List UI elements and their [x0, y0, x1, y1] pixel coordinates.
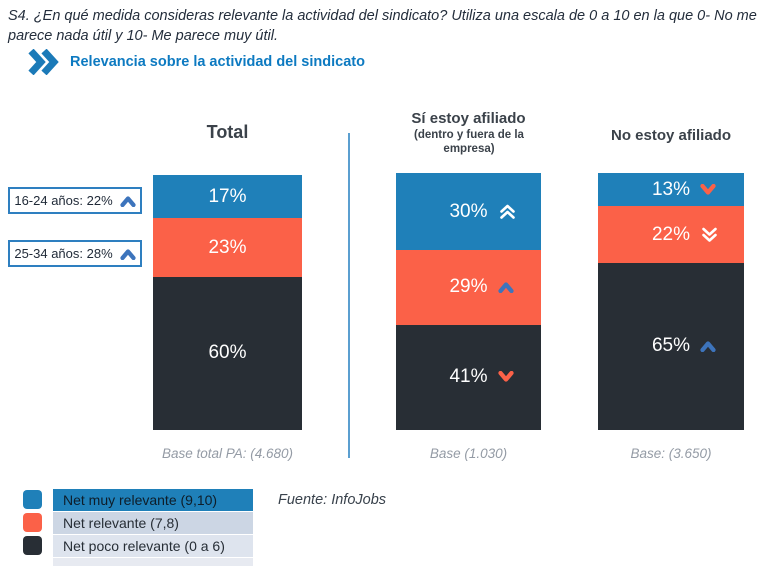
source-label: Fuente: InfoJobs [278, 492, 387, 508]
segment-value: 65% [651, 335, 691, 357]
segment-value: 22% [651, 223, 691, 245]
legend-item-muy-relevante: Net muy relevante (9,10) [53, 489, 253, 511]
bar-segment: 60% [153, 276, 302, 430]
segment-value: 23% [208, 236, 247, 258]
column-subheader-afiliado: (dentro y fuera de la empresa) [414, 129, 524, 156]
legend-swatch-blue [23, 490, 42, 509]
base-label-total: Base total PA: (4.680) [161, 446, 294, 461]
legend-swatch-orange [23, 513, 42, 532]
stacked-bar-afiliado: 30% 29% 41% [396, 173, 541, 430]
bar-segment: 13% [598, 173, 744, 207]
chevron-up-icon [119, 195, 136, 207]
bar-segment: 29% [396, 250, 541, 325]
column-header-total: Total [206, 122, 249, 142]
segment-value: 17% [208, 185, 247, 207]
chevron-up-icon [119, 248, 136, 260]
chevron-down-icon [497, 371, 514, 382]
column-divider [348, 133, 350, 458]
stacked-bar-total: 17% 23% 60% [153, 175, 302, 430]
callout-label: 25-34 años: 28% [14, 246, 113, 261]
legend-bottom-strip [53, 558, 253, 566]
callout-25-34: 25-34 años: 28% [8, 240, 142, 267]
segment-value: 41% [449, 366, 488, 388]
question-text: S4. ¿En qué medida consideras relevante … [8, 8, 757, 45]
segment-value: 13% [651, 178, 691, 200]
base-label-afiliado: Base (1.030) [429, 446, 508, 461]
segment-value: 29% [449, 276, 488, 298]
callout-label: 16-24 años: 22% [14, 193, 113, 208]
segment-value: 30% [449, 200, 488, 222]
legend-item-poco-relevante: Net poco relevante (0 a 6) [53, 535, 253, 557]
callout-arrow-slot [119, 248, 136, 260]
base-label-no-afiliado: Base: (3.650) [630, 446, 712, 461]
bar-segment: 30% [396, 173, 541, 251]
chevron-up-icon [497, 282, 514, 294]
double-chevron-up-icon [499, 204, 515, 219]
segment-value: 60% [208, 342, 247, 364]
chevron-down-icon [700, 183, 716, 195]
bar-segment: 17% [153, 175, 302, 219]
bar-segment: 23% [153, 218, 302, 277]
legend-item-relevante: Net relevante (7,8) [53, 512, 253, 534]
bar-segment: 22% [598, 206, 744, 263]
bar-segment: 41% [396, 324, 541, 430]
chevron-up-icon [700, 341, 716, 353]
double-chevron-down-icon [702, 227, 717, 242]
column-header-no-afiliado: No estoy afiliado [610, 127, 732, 144]
bar-segment: 65% [598, 262, 744, 430]
callout-arrow-slot [119, 195, 136, 207]
legend-swatch-dark [23, 536, 42, 555]
stacked-bar-no-afiliado: 13% 22% 65% [598, 173, 744, 430]
column-header-afiliado: Sí estoy afiliado [411, 110, 526, 127]
double-chevron-right-icon [28, 49, 59, 75]
callout-16-24: 16-24 años: 22% [8, 187, 142, 214]
section-title: Relevancia sobre la actividad del sindic… [70, 54, 365, 70]
